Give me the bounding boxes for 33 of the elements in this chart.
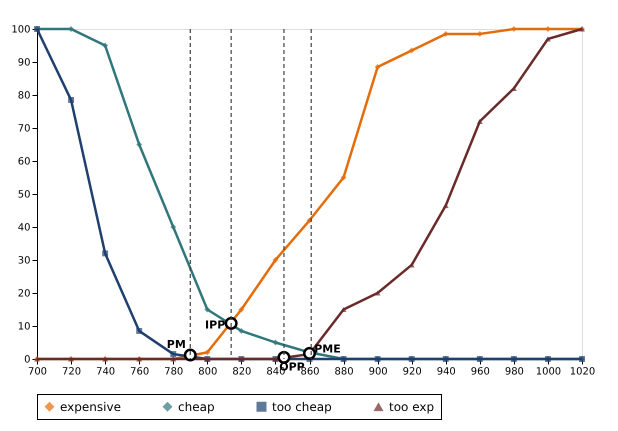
x-tick-label: 880 xyxy=(334,366,354,378)
y-tick-label: 100 xyxy=(11,24,30,36)
y-tick-label: 80 xyxy=(18,90,30,102)
x-tick-label: 1020 xyxy=(570,366,596,378)
x-tick-label: 1000 xyxy=(536,366,562,378)
legend-label: too exp xyxy=(389,400,434,414)
x-tick-label: 960 xyxy=(470,366,490,378)
x-tick-label: 980 xyxy=(504,366,524,378)
x-tick-label: 800 xyxy=(198,366,218,378)
x-tick-label: 760 xyxy=(130,366,150,378)
y-tick-label: 90 xyxy=(18,58,30,68)
x-tick-label: 780 xyxy=(164,366,184,378)
x-tick-label: 720 xyxy=(62,366,82,378)
x-tick-label: 820 xyxy=(232,366,252,378)
y-tick-label: 50 xyxy=(18,190,30,200)
y-tick-label: 40 xyxy=(18,222,30,234)
annotation: PM xyxy=(166,338,186,352)
x-tick-label: 900 xyxy=(368,366,388,378)
x-tick-label: 740 xyxy=(96,366,116,378)
y-tick-label: 0 xyxy=(24,354,30,366)
legend-label: cheap xyxy=(178,400,215,414)
annotation: PME xyxy=(314,342,341,356)
y-tick-label: 30 xyxy=(18,256,30,266)
y-tick-label: 10 xyxy=(18,322,30,332)
y-tick-label: 70 xyxy=(18,124,30,134)
legend-label: too cheap xyxy=(272,400,332,414)
y-tick-label: 20 xyxy=(18,288,30,300)
y-tick-label: 60 xyxy=(18,156,30,168)
x-tick-label: 940 xyxy=(436,366,456,378)
x-tick-label: 920 xyxy=(402,366,422,378)
annotation: IPP xyxy=(205,318,226,332)
x-tick-label: 700 xyxy=(28,366,48,378)
legend-label: expensive xyxy=(60,400,121,414)
